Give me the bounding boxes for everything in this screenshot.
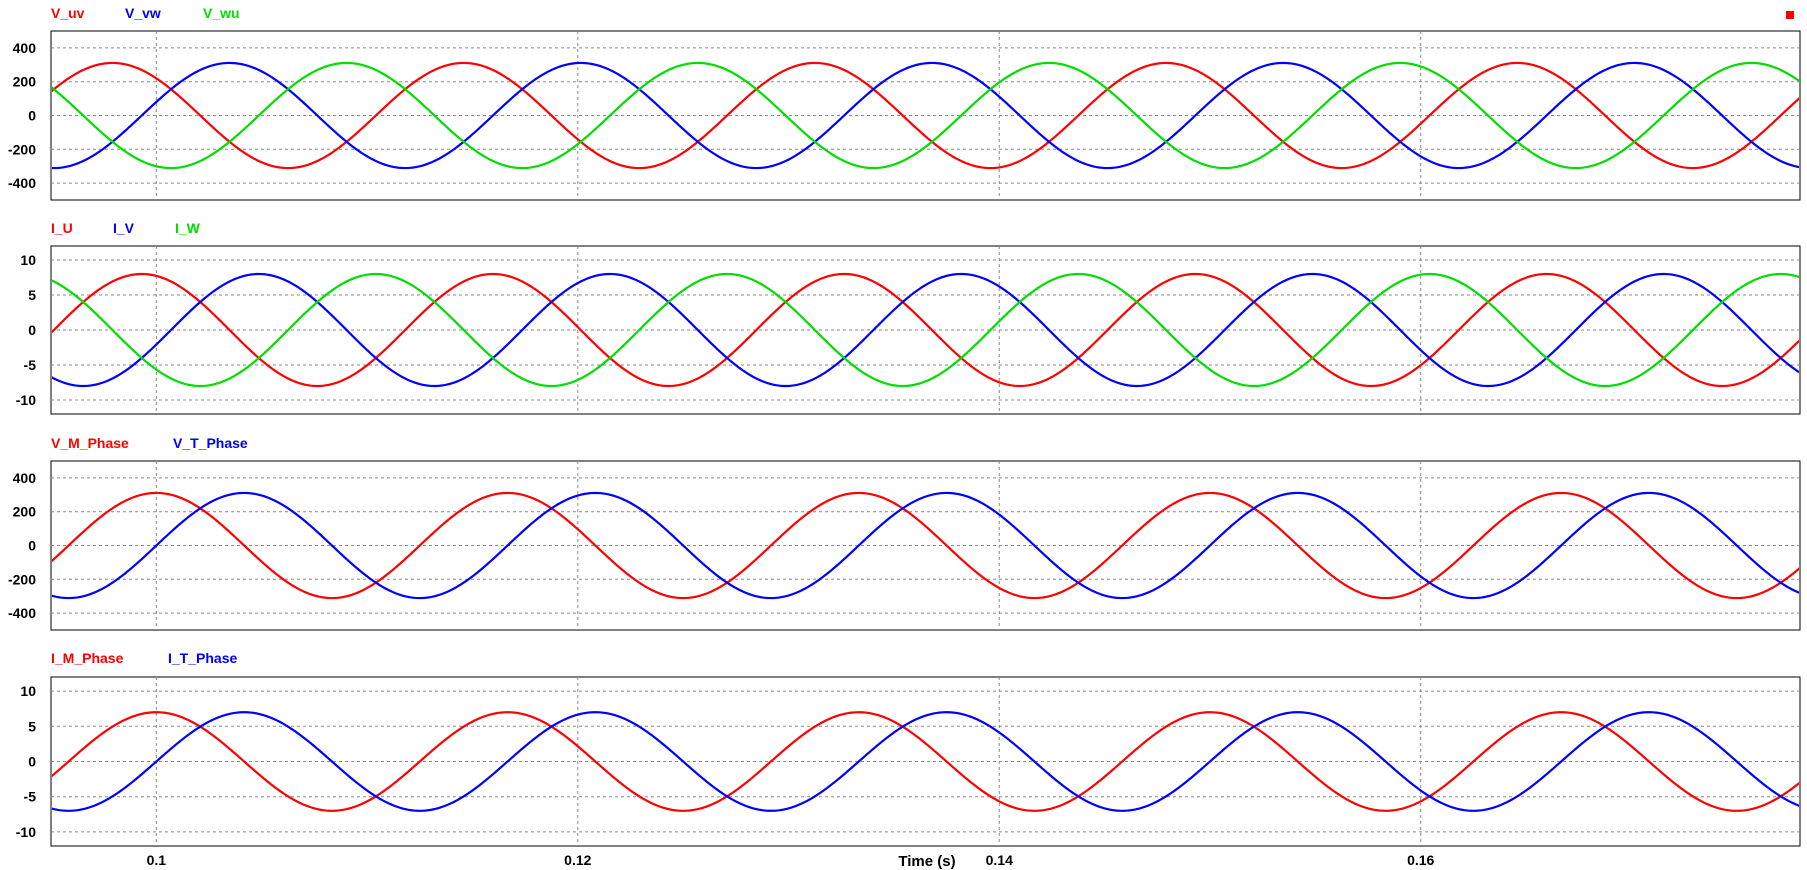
series-line-i-v — [52, 272, 1799, 388]
y-tick-label: -5 — [24, 357, 37, 373]
panel-voltage-phase: 400 200 0 -200 -400 V_M_Phase V_T_Phase — [8, 435, 1801, 631]
legend-v-vw: V_vw — [125, 5, 161, 21]
y-tick-label: 0 — [28, 754, 36, 770]
series-line-i-u — [52, 272, 1799, 388]
legend-i-m-phase: I_M_Phase — [51, 650, 124, 666]
panel-voltage-line: 400 200 0 -200 -400 V_uv V_vw V_wu — [8, 5, 1801, 201]
series-line-i-w — [52, 272, 1799, 388]
y-tick-label: 10 — [20, 683, 36, 699]
corner-marker[interactable] — [1786, 11, 1794, 19]
series-line-v-uv — [52, 61, 1799, 170]
panel-current-phase: 10 5 0 -5 -10 I_M_Phase I_T_Phase — [16, 650, 1801, 847]
series-group — [52, 491, 1799, 600]
x-axis: 0.1 0.12 0.14 0.16 — [147, 852, 1435, 868]
legend-i-w: I_W — [175, 220, 201, 236]
scope-panels: 400 200 0 -200 -400 V_uv V_vw V_wu 10 5 0 -5 -10 I_U I… — [8, 5, 1801, 847]
x-axis-label: Time (s) — [898, 853, 955, 870]
plot-frame — [50, 245, 1801, 415]
plot-frame — [50, 676, 1801, 847]
y-tick-label: 400 — [13, 470, 37, 486]
y-tick-label: 5 — [28, 287, 36, 303]
y-tick-label: -10 — [16, 824, 36, 840]
y-tick-label: 10 — [20, 252, 36, 268]
y-tick-label: 200 — [13, 74, 37, 90]
y-tick-label: 400 — [13, 40, 37, 56]
x-tick-label: 0.14 — [986, 852, 1013, 868]
y-tick-label: -200 — [8, 571, 36, 587]
plot-frame — [50, 30, 1801, 201]
y-tick-label: -400 — [8, 605, 36, 621]
y-tick-label: -200 — [8, 141, 36, 157]
series-line-i-t-phase — [52, 711, 1799, 812]
series-line-v-m-phase — [52, 491, 1799, 600]
legend-v-m-phase: V_M_Phase — [51, 435, 129, 451]
y-tick-label: -10 — [16, 392, 36, 408]
series-line-v-t-phase — [52, 491, 1799, 600]
y-tick-label: 0 — [28, 322, 36, 338]
legend-i-u: I_U — [51, 220, 73, 236]
legend-v-uv: V_uv — [51, 5, 85, 21]
series-line-v-wu — [52, 61, 1799, 170]
x-tick-label: 0.12 — [564, 852, 591, 868]
series-line-v-vw — [52, 61, 1799, 170]
series-group — [52, 61, 1799, 170]
legend-v-wu: V_wu — [203, 5, 240, 21]
legend-v-t-phase: V_T_Phase — [173, 435, 248, 451]
series-group — [52, 272, 1799, 388]
x-tick-label: 0.1 — [147, 852, 167, 868]
x-tick-label: 0.16 — [1407, 852, 1434, 868]
y-tick-label: -5 — [24, 789, 37, 805]
y-tick-label: 5 — [28, 718, 36, 734]
legend-i-t-phase: I_T_Phase — [168, 650, 237, 666]
y-tick-label: 0 — [28, 538, 36, 554]
panel-current-line: 10 5 0 -5 -10 I_U I_V I_W — [16, 220, 1801, 415]
plot-frame — [50, 460, 1801, 631]
y-tick-label: 200 — [13, 504, 37, 520]
legend-i-v: I_V — [113, 220, 135, 236]
y-tick-label: 0 — [28, 108, 36, 124]
series-group — [52, 711, 1799, 812]
series-line-i-m-phase — [52, 711, 1799, 812]
y-tick-label: -400 — [8, 175, 36, 191]
